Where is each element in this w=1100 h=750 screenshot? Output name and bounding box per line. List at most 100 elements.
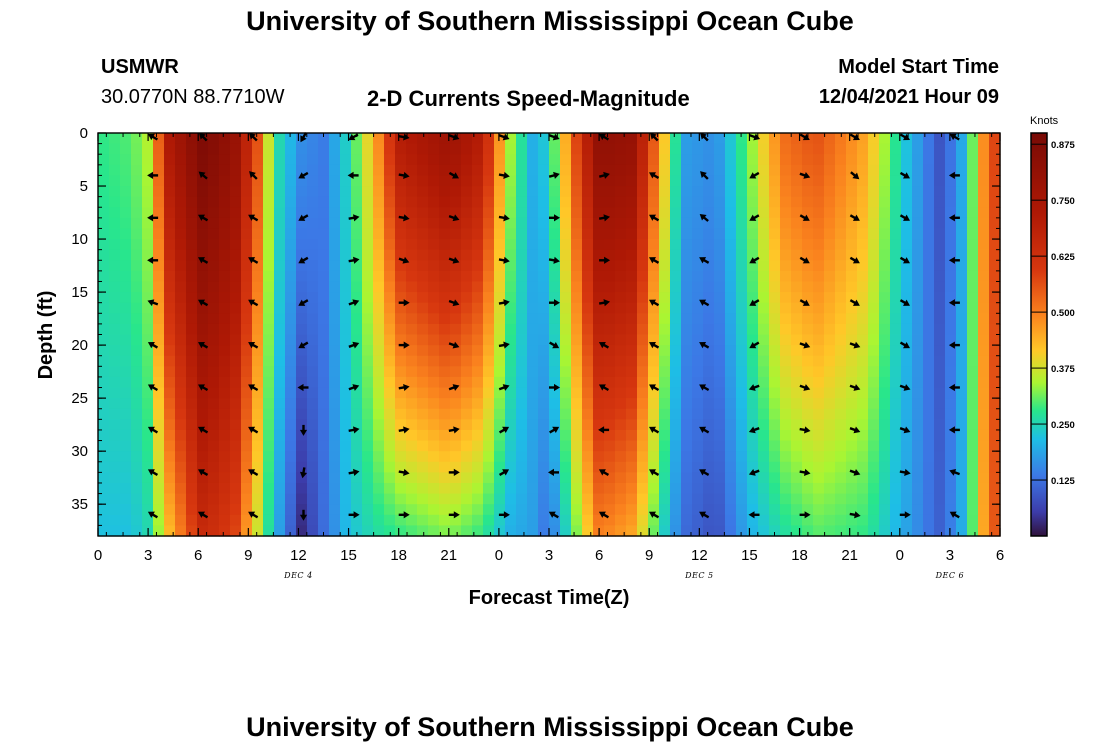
heatmap-cell (516, 249, 528, 261)
heatmap-cell (912, 440, 924, 452)
heatmap-cell (384, 376, 396, 389)
heatmap-cell (703, 376, 715, 389)
heatmap-cell (967, 281, 979, 293)
heatmap-cell (527, 207, 539, 219)
heatmap-cell (263, 249, 275, 261)
heatmap-cell (219, 345, 231, 357)
heatmap-cell (659, 334, 671, 346)
heatmap-cell (428, 292, 440, 304)
heatmap-cell (582, 164, 594, 177)
heatmap-cell (395, 323, 407, 336)
heatmap-cell (934, 270, 946, 283)
heatmap-cell (241, 493, 253, 505)
heatmap-cell (505, 440, 517, 452)
heatmap-cell (527, 175, 539, 187)
heatmap-cell (153, 451, 165, 463)
heatmap-cell (219, 387, 231, 399)
heatmap-cell (692, 143, 704, 155)
heatmap-cell (703, 228, 715, 240)
heatmap-cell (604, 493, 616, 505)
heatmap-cell (307, 143, 319, 155)
heatmap-cell (362, 217, 374, 230)
heatmap-cell (670, 334, 682, 346)
heatmap-cell (758, 154, 770, 166)
heatmap-cell (714, 408, 726, 420)
heatmap-cell (714, 239, 726, 251)
heatmap-cell (758, 186, 770, 198)
heatmap-cell (472, 239, 484, 251)
heatmap-cell (252, 398, 264, 410)
heatmap-cell (208, 472, 220, 484)
heatmap-cell (549, 514, 561, 526)
heatmap-cell (736, 461, 748, 473)
heatmap-cell (351, 514, 363, 526)
heatmap-cell (912, 472, 924, 484)
heatmap-cell (626, 472, 638, 484)
heatmap-cell (186, 175, 198, 187)
heatmap-cell (428, 154, 440, 166)
heatmap-cell (450, 355, 462, 367)
current-vector (398, 299, 410, 307)
heatmap-cell (989, 472, 1001, 484)
heatmap-cell (395, 419, 407, 431)
heatmap-cell (274, 207, 286, 219)
heatmap-cell (285, 472, 297, 484)
heatmap-cell (670, 292, 682, 304)
heatmap-cell (890, 408, 902, 420)
heatmap-cell (131, 366, 143, 378)
current-vector (948, 426, 960, 434)
heatmap-cell (274, 493, 286, 505)
heatmap-cell (967, 313, 979, 325)
heatmap-cell (978, 313, 990, 325)
heatmap-cell (901, 186, 913, 198)
heatmap-cell (296, 292, 308, 304)
heatmap-cell (252, 186, 264, 198)
heatmap-cell (472, 249, 484, 261)
heatmap-cell (252, 154, 264, 166)
heatmap-cell (879, 482, 891, 495)
heatmap-cell (208, 207, 220, 219)
heatmap-cell (362, 451, 374, 463)
heatmap-cell (879, 154, 891, 166)
heatmap-cell (219, 461, 231, 473)
heatmap-cell (615, 472, 627, 484)
heatmap-cell (516, 376, 528, 389)
heatmap-cell (439, 376, 451, 389)
heatmap-cell (967, 217, 979, 230)
heatmap-cell (824, 440, 836, 452)
heatmap-cell (164, 355, 176, 367)
heatmap-cell (296, 143, 308, 155)
heatmap-cell (725, 196, 737, 208)
heatmap-cell (890, 154, 902, 166)
heatmap-cell (142, 292, 154, 304)
heatmap-cell (560, 355, 572, 367)
current-vector (598, 341, 610, 349)
heatmap-cell (725, 249, 737, 261)
heatmap-cell (956, 175, 968, 187)
heatmap-cell (472, 260, 484, 272)
heatmap-cell (98, 345, 110, 357)
heatmap-cell (791, 270, 803, 283)
heatmap-cell (582, 143, 594, 155)
heatmap-cell (428, 366, 440, 378)
heatmap-cell (175, 451, 187, 463)
heatmap-cell (846, 239, 858, 251)
heatmap-cell (703, 419, 715, 431)
heatmap-cell (538, 154, 550, 166)
heatmap-cell (956, 164, 968, 177)
heatmap-cell (615, 270, 627, 283)
heatmap-cell (450, 260, 462, 272)
heatmap-cell (615, 493, 627, 505)
heatmap-cell (252, 292, 264, 304)
heatmap-cell (945, 461, 957, 473)
heatmap-cell (406, 143, 418, 155)
heatmap-cell (329, 186, 341, 198)
heatmap-cell (296, 376, 308, 389)
heatmap-cell (197, 376, 209, 389)
heatmap-cell (461, 398, 473, 410)
heatmap-cell (549, 270, 561, 283)
heatmap-cell (604, 143, 616, 155)
heatmap-cell (307, 133, 319, 145)
heatmap-cell (912, 175, 924, 187)
heatmap-cell (615, 143, 627, 155)
